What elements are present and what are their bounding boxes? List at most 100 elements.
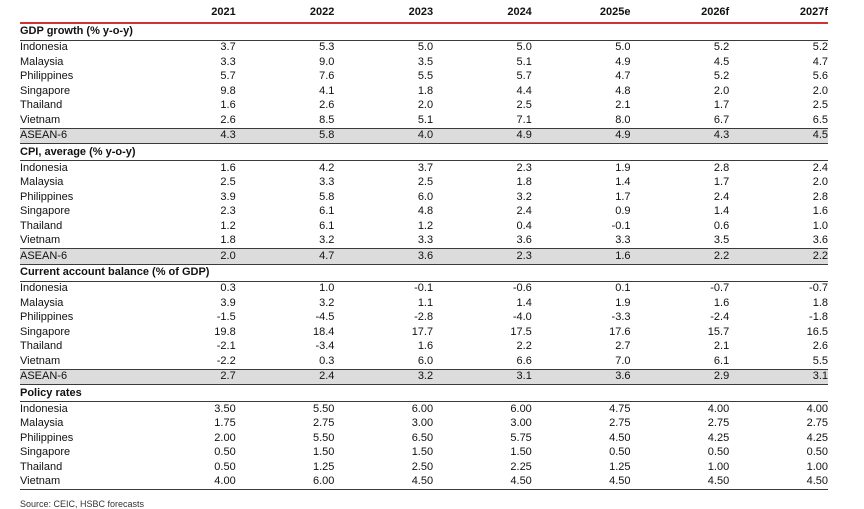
value-cell: -2.8 [414, 311, 434, 323]
value-cell: 4.9 [615, 55, 631, 68]
value-cell: 3.5 [417, 55, 434, 68]
value-cell: 2.8 [713, 161, 730, 174]
value-cell: 1.6 [220, 161, 236, 174]
value-cell: 5.75 [510, 431, 532, 444]
value-cell: 17.5 [510, 325, 532, 338]
value-cell: 3.7 [220, 41, 236, 53]
value-cell: 2.7 [137, 368, 236, 385]
value-cell: 5.5 [812, 354, 828, 367]
value-cell: 2.4 [516, 205, 532, 217]
year-header-row: 2021 2022 2023 2024 2025e 2026f 2027f [20, 5, 828, 24]
value-cell: 16.5 [806, 325, 828, 338]
value-cell: 2.6 [319, 99, 335, 111]
value-cell: 3.00 [510, 417, 532, 429]
value-cell: 3.6 [516, 234, 532, 246]
row-label: Philippines [20, 190, 74, 203]
value-cell: 1.6 [812, 205, 828, 217]
year-header-row: 2021 2022 2023 2024 2025e 2026f 2027f [20, 5, 828, 24]
row-label-column-header [20, 5, 137, 24]
value-cell: 19.8 [214, 325, 236, 338]
value-cell: 4.00 [137, 474, 236, 490]
value-cell: 4.25 [707, 431, 730, 444]
source-note: Source: CEIC, HSBC forecasts [20, 499, 145, 509]
value-cell: 4.50 [729, 474, 828, 490]
value-cell: 5.0 [516, 41, 532, 53]
row-label: Thailand [20, 99, 63, 111]
value-cell: 2.6 [220, 113, 236, 126]
value-cell: 4.5 [729, 127, 828, 144]
section-header-row: CPI, average (% y-o-y) [20, 143, 828, 161]
value-cell: -0.6 [512, 282, 532, 294]
value-cell: 2.0 [713, 84, 730, 97]
value-cell: 5.8 [319, 190, 335, 203]
value-cell: 2.5 [220, 176, 236, 188]
row-label: Malaysia [20, 176, 64, 188]
value-cell: 2.1 [615, 99, 631, 111]
section-header-row: Current account balance (% of GDP) [20, 264, 828, 282]
value-cell: 1.75 [214, 417, 236, 429]
value-cell: 6.00 [510, 402, 532, 415]
value-cell: 2.1 [713, 340, 730, 352]
value-cell: 5.7 [220, 70, 236, 82]
value-cell: 4.3 [630, 127, 730, 144]
country-row: Singapore 2.3 6.1 4.8 2.4 0.9 1.4 1.6 [20, 205, 828, 220]
value-cell: 1.25 [312, 460, 335, 473]
country-row: Thailand 0.50 1.25 2.50 2.25 1.25 1.00 1.00 [20, 460, 828, 475]
value-cell: 2.2 [630, 248, 730, 265]
value-cell: 2.8 [812, 190, 828, 203]
value-cell: -0.1 [414, 282, 434, 294]
summary-row: ASEAN-6 2.0 4.7 3.6 2.3 1.6 2.2 2.2 [20, 248, 828, 265]
value-cell: 3.6 [812, 234, 828, 246]
value-cell: 6.7 [713, 113, 730, 126]
value-cell: 2.4 [713, 190, 730, 203]
value-cell: -1.5 [216, 311, 236, 323]
value-cell: 3.3 [220, 55, 236, 68]
value-cell: 7.6 [319, 70, 335, 82]
value-cell: 2.3 [220, 205, 236, 217]
row-label: Thailand [20, 460, 63, 473]
row-label: Singapore [20, 446, 71, 458]
value-cell: 2.5 [516, 99, 532, 111]
value-cell: 1.8 [812, 296, 828, 309]
value-cell: 6.6 [516, 354, 532, 367]
value-cell: 2.75 [312, 417, 335, 429]
value-cell: 5.1 [516, 55, 532, 68]
value-cell: 1.25 [609, 460, 631, 473]
country-row: Indonesia 3.50 5.50 6.00 6.00 4.75 4.00 4.00 [20, 402, 828, 417]
value-cell: 2.25 [510, 460, 532, 473]
section-header-row: Policy rates [20, 384, 828, 402]
row-label: Singapore [20, 84, 71, 97]
value-cell: 9.0 [319, 55, 335, 68]
value-cell: 7.1 [516, 113, 532, 126]
row-label: Thailand [20, 219, 63, 232]
value-cell: 0.4 [516, 219, 532, 232]
value-cell: 2.3 [516, 161, 532, 174]
value-cell: 3.9 [220, 190, 236, 203]
value-cell: 3.9 [220, 296, 236, 309]
value-cell: 1.4 [516, 296, 532, 309]
value-cell: 5.7 [516, 70, 532, 82]
summary-row: ASEAN-6 4.3 5.8 4.0 4.9 4.9 4.3 4.5 [20, 127, 828, 144]
value-cell: 1.50 [411, 446, 434, 458]
value-cell: 3.3 [319, 176, 335, 188]
value-cell: 17.7 [411, 325, 434, 338]
value-cell: 1.6 [713, 296, 730, 309]
value-cell: -2.1 [216, 340, 236, 352]
value-cell: 17.6 [609, 325, 631, 338]
value-cell: 6.1 [319, 205, 335, 217]
value-cell: 4.9 [433, 127, 532, 144]
value-cell: 6.1 [713, 354, 730, 367]
value-cell: 1.00 [806, 460, 828, 473]
value-cell: -0.7 [809, 282, 828, 294]
asean-forecast-table: 2021 2022 2023 2024 2025e 2026f 2027f GDP grow… [20, 5, 828, 490]
row-label: Philippines [20, 311, 74, 323]
value-cell: 1.50 [312, 446, 335, 458]
value-cell: 3.2 [516, 190, 532, 203]
row-label: Vietnam [20, 234, 61, 246]
value-cell: 1.9 [615, 296, 631, 309]
value-cell: 6.5 [812, 113, 828, 126]
value-cell: 9.8 [220, 84, 236, 97]
value-cell: 1.2 [220, 219, 236, 232]
value-cell: 1.1 [417, 296, 434, 309]
